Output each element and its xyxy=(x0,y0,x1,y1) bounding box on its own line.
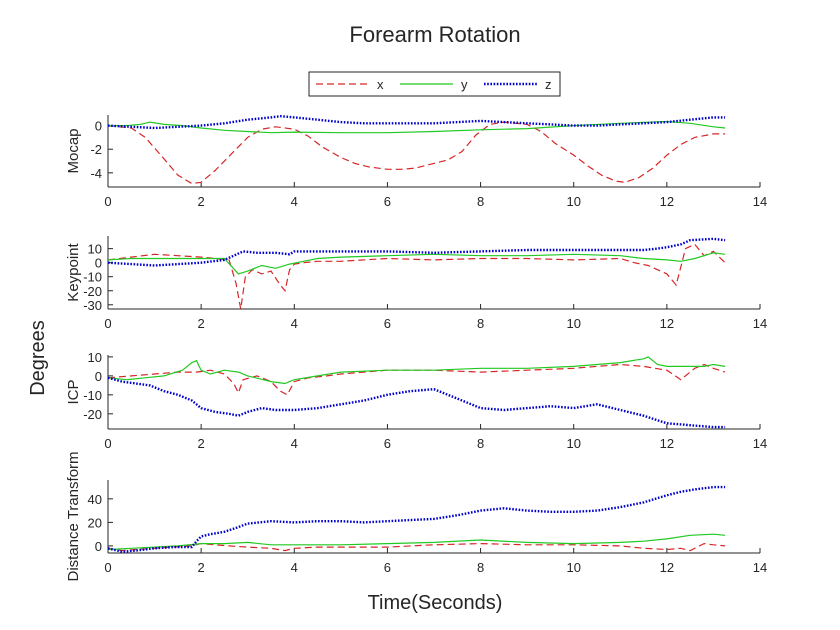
y-tick-label: -4 xyxy=(90,166,102,181)
series-line-x xyxy=(108,542,726,552)
y-tick-label: -30 xyxy=(83,298,102,313)
legend-label-y: y xyxy=(461,77,468,92)
y-tick-label: 10 xyxy=(88,242,102,257)
x-tick-label: 8 xyxy=(477,316,484,331)
x-tick-label: 14 xyxy=(753,560,767,575)
series-line-z xyxy=(108,237,726,267)
x-tick-label: 4 xyxy=(291,316,298,331)
x-tick-label: 6 xyxy=(384,316,391,331)
x-tick-label: 8 xyxy=(477,194,484,209)
y-tick-label: 20 xyxy=(88,515,102,530)
x-tick-label: 2 xyxy=(198,194,205,209)
x-tick-label: 0 xyxy=(104,194,111,209)
y-tick-label: -20 xyxy=(83,284,102,299)
x-tick-label: 2 xyxy=(198,316,205,331)
y-tick-label: 40 xyxy=(88,492,102,507)
x-tick-label: 14 xyxy=(753,436,767,451)
common-y-label: Degrees xyxy=(27,320,49,396)
x-tick-label: 14 xyxy=(753,316,767,331)
legend: x y z xyxy=(308,71,561,97)
y-tick-label: 0 xyxy=(95,369,102,384)
x-tick-label: 0 xyxy=(104,436,111,451)
x-tick-label: 10 xyxy=(566,316,580,331)
y-tick-label: 0 xyxy=(95,539,102,554)
series-line-y xyxy=(108,356,726,385)
y-tick-label: -20 xyxy=(83,407,102,422)
x-tick-label: 12 xyxy=(660,560,674,575)
x-tick-label: 4 xyxy=(291,560,298,575)
legend-label-x: x xyxy=(377,77,384,92)
series-line-z xyxy=(108,485,726,553)
x-tick-label: 10 xyxy=(566,560,580,575)
series-line-y xyxy=(108,120,726,134)
x-tick-label: 6 xyxy=(384,560,391,575)
x-tick-label: 12 xyxy=(660,316,674,331)
x-tick-label: 12 xyxy=(660,436,674,451)
series-line-y xyxy=(108,252,726,275)
y-tick-label: -10 xyxy=(83,270,102,285)
x-tick-label: 10 xyxy=(566,436,580,451)
panel-4: 0 2 4 6 8 10 12 14 0 20 40 Distance Transform xyxy=(65,451,767,581)
series-line-z xyxy=(108,376,726,429)
y-tick-label: 0 xyxy=(95,256,102,271)
x-tick-label: 6 xyxy=(384,194,391,209)
x-tick-label: 10 xyxy=(566,194,580,209)
series-line-x xyxy=(108,243,726,309)
x-tick-label: 2 xyxy=(198,560,205,575)
x-tick-label: 0 xyxy=(104,560,111,575)
common-x-label: Time(Seconds) xyxy=(368,592,503,614)
x-tick-label: 8 xyxy=(477,560,484,575)
legend-label-z: z xyxy=(545,77,552,92)
series-line-z xyxy=(108,115,726,130)
x-tick-label: 8 xyxy=(477,436,484,451)
x-tick-label: 4 xyxy=(291,194,298,209)
figure-title: Forearm Rotation xyxy=(349,22,520,47)
x-tick-label: 6 xyxy=(384,436,391,451)
y-tick-label: 10 xyxy=(88,350,102,365)
y-tick-label: 0 xyxy=(95,119,102,134)
panel-y-label: Mocap xyxy=(65,128,82,173)
x-tick-label: 12 xyxy=(660,194,674,209)
panel-3: 0 2 4 6 8 10 12 14 -20 -10 0 10 ICP xyxy=(65,350,767,451)
x-tick-label: 2 xyxy=(198,436,205,451)
panel-y-label: Keypoint xyxy=(65,242,82,301)
series-line-y xyxy=(108,533,726,551)
y-tick-label: -2 xyxy=(90,142,102,157)
series-line-x xyxy=(108,121,726,185)
panel-y-label: ICP xyxy=(65,379,82,404)
panel-1: 0 2 4 6 8 10 12 14 -4 -2 0 Mocap xyxy=(65,115,767,209)
panel-y-label: Distance Transform xyxy=(65,451,82,581)
x-tick-label: 4 xyxy=(291,436,298,451)
x-tick-label: 14 xyxy=(753,194,767,209)
x-tick-label: 0 xyxy=(104,316,111,331)
y-tick-label: -10 xyxy=(83,388,102,403)
